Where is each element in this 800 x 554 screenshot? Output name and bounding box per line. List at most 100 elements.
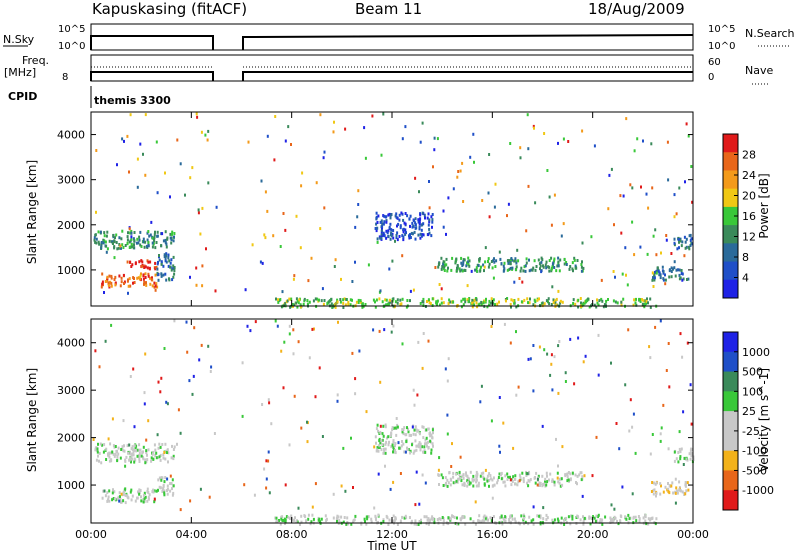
sky-tick-bottom: 10^0 — [58, 41, 85, 52]
range-cell — [437, 265, 440, 269]
range-cell — [651, 433, 654, 436]
range-cell — [636, 137, 639, 141]
range-cell — [652, 234, 655, 238]
range-cell — [559, 484, 562, 488]
range-cell — [244, 288, 247, 292]
range-cell — [653, 488, 656, 492]
range-cell — [401, 297, 404, 301]
range-cell — [209, 370, 212, 373]
range-cell — [155, 456, 158, 460]
range-cell — [522, 476, 525, 480]
range-cell — [528, 472, 531, 476]
range-cell — [118, 499, 121, 503]
range-cell — [167, 253, 170, 257]
range-cell — [460, 261, 463, 265]
range-cell — [397, 222, 400, 226]
range-cell — [498, 396, 501, 399]
range-cell — [624, 515, 627, 519]
colorbar-tick-label: 8 — [742, 251, 749, 264]
range-cell — [380, 236, 383, 240]
range-cell — [611, 518, 614, 522]
range-cell — [456, 264, 459, 267]
range-cell — [422, 436, 425, 440]
range-cell — [468, 297, 471, 300]
range-cell — [111, 450, 114, 454]
freq-trace — [90, 71, 693, 81]
range-cell — [122, 499, 125, 503]
range-cell — [314, 395, 317, 399]
range-cell — [111, 417, 114, 421]
range-cell — [404, 433, 407, 437]
range-cell — [487, 257, 490, 261]
range-cell — [347, 302, 350, 306]
range-cell — [542, 517, 545, 521]
range-cell — [625, 517, 628, 521]
range-cell — [377, 214, 380, 218]
range-cell — [385, 303, 388, 307]
range-cell — [689, 457, 692, 461]
range-cell — [310, 520, 313, 524]
range-cell — [128, 170, 130, 174]
range-cell — [553, 266, 556, 269]
range-cell — [115, 241, 118, 244]
range-cell — [104, 339, 107, 343]
range-cell — [457, 477, 460, 481]
range-cell — [132, 246, 135, 250]
velocity-colorbar-label: Velocity [m s^-1] — [757, 368, 771, 472]
range-cell — [679, 455, 682, 459]
range-cell — [163, 347, 166, 350]
range-cell — [633, 253, 636, 257]
range-cell — [546, 352, 549, 356]
range-cell — [145, 449, 148, 453]
range-cell — [312, 517, 315, 521]
range-cell — [268, 491, 271, 495]
range-cell — [441, 476, 444, 480]
range-cell — [311, 505, 314, 509]
range-cell — [572, 298, 575, 302]
range-cell — [346, 516, 349, 520]
range-cell — [574, 473, 577, 477]
range-cell — [526, 297, 529, 301]
range-cell — [525, 229, 528, 233]
range-cell — [421, 445, 423, 449]
range-cell — [645, 522, 648, 526]
range-cell — [524, 520, 527, 524]
range-cell — [283, 517, 286, 521]
range-cell — [536, 298, 539, 302]
range-cell — [471, 301, 474, 305]
range-cell — [655, 494, 657, 498]
range-cell — [651, 271, 654, 275]
range-cell — [144, 352, 147, 356]
range-cell — [507, 475, 510, 479]
range-cell — [118, 236, 121, 240]
range-cell — [612, 270, 615, 273]
range-cell — [545, 518, 548, 522]
range-cell — [464, 300, 467, 304]
range-cell — [414, 425, 417, 429]
range-cell — [96, 447, 99, 451]
range-cell — [165, 278, 168, 282]
range-cell — [380, 228, 383, 232]
range-cell — [333, 265, 336, 268]
range-cell — [128, 240, 131, 244]
range-cell — [412, 432, 415, 436]
range-cell — [621, 485, 624, 489]
range-cell — [502, 480, 505, 484]
range-cell — [390, 231, 393, 235]
range-cell — [580, 269, 583, 273]
range-cell — [278, 519, 280, 522]
range-cell — [402, 235, 405, 239]
station-title: Kapuskasing (fitACF) — [92, 0, 248, 18]
range-cell — [681, 355, 684, 359]
range-cell — [374, 305, 377, 309]
range-cell — [302, 302, 305, 306]
range-cell — [556, 471, 559, 475]
range-cell — [128, 452, 131, 456]
range-cell — [122, 246, 125, 249]
range-cell — [100, 461, 103, 465]
range-cell — [314, 297, 317, 301]
range-cell — [276, 520, 279, 524]
range-cell — [322, 302, 325, 306]
range-cell — [512, 475, 515, 479]
range-cell — [404, 228, 407, 232]
